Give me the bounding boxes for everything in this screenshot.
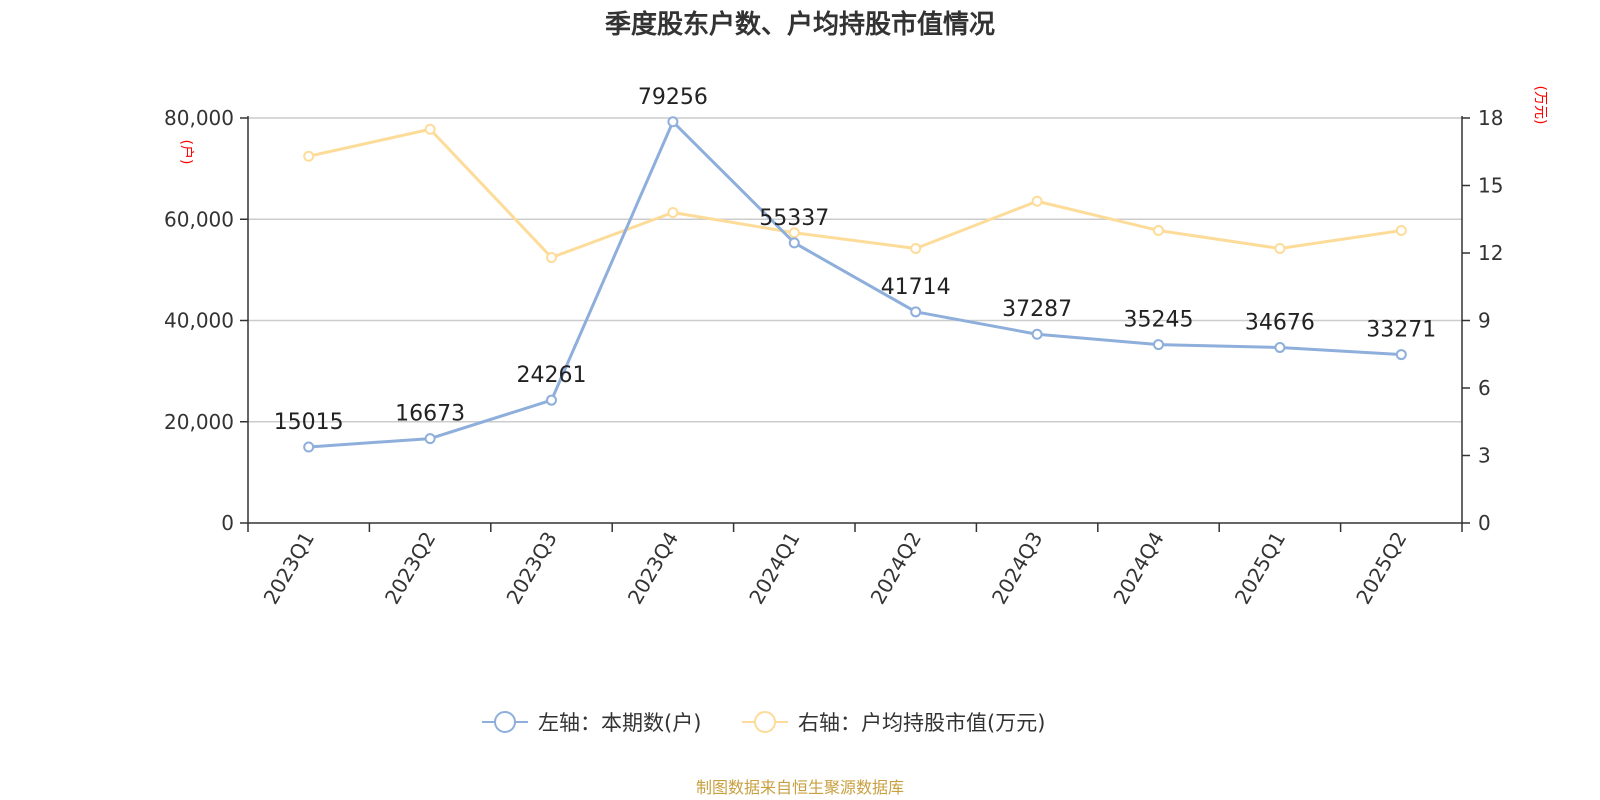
x-tick-label: 2023Q3: [501, 528, 561, 609]
data-point: [303, 150, 315, 162]
series-line: [308, 120, 1402, 449]
legend-marker: [494, 711, 516, 733]
source-note: 制图数据来自恒生聚源数据库: [696, 778, 904, 797]
legend-label: 右轴：户均持股市值(万元): [798, 711, 1045, 735]
data-point: [788, 237, 800, 249]
data-point: [667, 116, 679, 128]
data-point: [1274, 341, 1286, 353]
data-labels: 15015 16673 24261 79256 55337 41714 37287 35245…: [274, 85, 1437, 435]
data-label: 33271: [1366, 318, 1436, 343]
data-point: [910, 243, 922, 254]
series-right: [303, 123, 1407, 263]
left-tick-label: 40,000: [164, 309, 234, 333]
x-tick-label: 2023Q1: [259, 528, 319, 609]
data-label: 37287: [1002, 297, 1072, 322]
right-axis-unit: (万元): [1532, 86, 1548, 125]
x-tick-label: 2023Q4: [623, 528, 683, 609]
series-layer: [303, 116, 1407, 453]
x-tick-label: 2024Q2: [866, 528, 926, 609]
right-tick-label: 3: [1478, 444, 1491, 468]
data-point: [667, 207, 679, 218]
data-label: 34676: [1245, 310, 1315, 335]
x-tick-label: 2025Q1: [1230, 528, 1290, 609]
data-point: [424, 433, 436, 445]
legend-item-0[interactable]: 左轴：本期数(户): [482, 711, 701, 735]
left-tick-label: 60,000: [164, 207, 234, 231]
right-tick-label: 18: [1478, 106, 1503, 130]
left-tick-label: 20,000: [164, 410, 234, 434]
x-tick-label: 2025Q2: [1351, 528, 1411, 609]
axes: 0 20,000 40,000 60,000 80,000 0 3 6 9 12 15 18 2023Q…: [164, 106, 1503, 608]
right-tick-label: 6: [1478, 376, 1491, 400]
x-tick-label: 2024Q1: [744, 528, 804, 609]
data-point: [1031, 195, 1043, 207]
x-tick-label: 2024Q4: [1108, 528, 1168, 609]
legend: 左轴：本期数(户) 右轴：户均持股市值(万元): [482, 711, 1045, 735]
data-point: [1031, 328, 1043, 340]
chart-title: 季度股东户数、户均持股市值情况: [605, 9, 995, 40]
data-point: [1395, 349, 1407, 361]
data-point: [1274, 243, 1286, 254]
series-left: [303, 116, 1407, 453]
data-point: [303, 441, 315, 453]
data-point: [546, 394, 557, 406]
right-tick-label: 9: [1478, 309, 1491, 333]
data-label: 55337: [759, 206, 829, 231]
left-tick-label: 80,000: [164, 106, 234, 130]
data-label: 79256: [638, 85, 708, 110]
data-point: [546, 252, 557, 263]
right-tick-label: 12: [1478, 241, 1503, 265]
data-point: [1153, 225, 1164, 236]
data-label: 24261: [517, 363, 587, 388]
data-point: [788, 227, 800, 239]
left-tick-label: 0: [221, 511, 234, 535]
x-tick-label: 2023Q2: [380, 528, 440, 609]
x-tick-label: 2024Q3: [987, 528, 1047, 609]
legend-label: 左轴：本期数(户): [538, 711, 701, 735]
left-axis-unit: (户): [178, 140, 195, 165]
data-label: 35245: [1124, 308, 1194, 333]
legend-marker: [754, 711, 776, 733]
right-tick-label: 0: [1478, 511, 1491, 535]
data-point: [424, 123, 436, 135]
data-point: [910, 306, 922, 318]
data-label: 15015: [274, 410, 344, 435]
grid-lines: [248, 117, 1462, 423]
data-point: [1153, 339, 1164, 351]
legend-item-1[interactable]: 右轴：户均持股市值(万元): [742, 711, 1045, 735]
series-line: [308, 127, 1402, 259]
data-label: 16673: [395, 402, 465, 427]
data-point: [1395, 225, 1407, 236]
right-tick-label: 15: [1478, 174, 1503, 198]
data-label: 41714: [881, 275, 951, 300]
